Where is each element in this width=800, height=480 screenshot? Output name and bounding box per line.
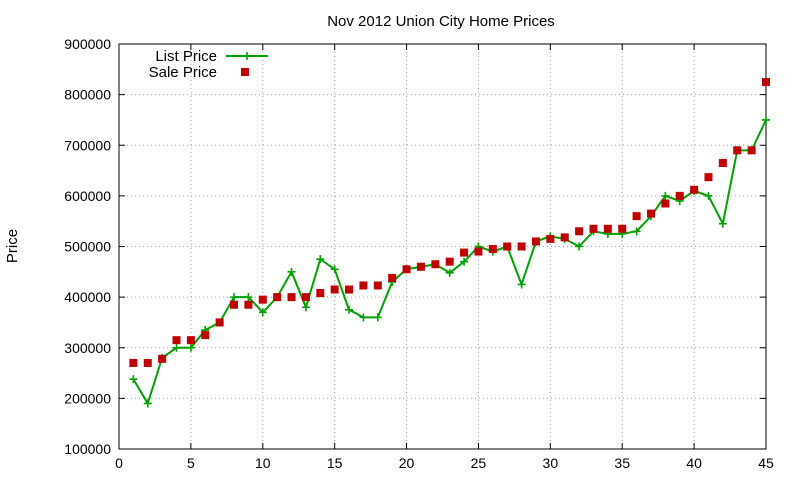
sale-price-point xyxy=(661,199,670,208)
y-tick-label: 300000 xyxy=(64,340,111,356)
list-price-point xyxy=(287,267,296,276)
y-tick-label: 200000 xyxy=(64,390,111,406)
sale-price-point xyxy=(546,234,555,243)
legend-swatch-sale-price xyxy=(241,68,249,76)
sale-price-point xyxy=(215,318,224,327)
x-tick-label: 10 xyxy=(255,455,271,471)
list-price-point xyxy=(359,313,368,322)
sale-price-point xyxy=(258,295,267,304)
legend-swatch-list-price-marker xyxy=(243,52,251,60)
list-price-point xyxy=(230,293,239,302)
list-price-point xyxy=(661,191,670,200)
y-tick-label: 800000 xyxy=(64,87,111,103)
x-tick-label: 25 xyxy=(471,455,487,471)
legend-label-sale-price: Sale Price xyxy=(149,64,217,81)
y-tick-label: 400000 xyxy=(64,289,111,305)
sale-price-point xyxy=(747,146,756,155)
list-price-point xyxy=(373,313,382,322)
x-tick-label: 0 xyxy=(115,455,123,471)
sale-price-point xyxy=(330,285,339,294)
legend-label-list-price: List Price xyxy=(155,48,217,65)
y-tick-label: 700000 xyxy=(64,137,111,153)
sale-price-point xyxy=(431,260,440,269)
list-price-point xyxy=(575,242,584,251)
list-price-point xyxy=(186,343,195,352)
sale-price-point xyxy=(675,191,684,200)
plot-area-border xyxy=(118,43,767,450)
chart-title: Nov 2012 Union City Home Prices xyxy=(327,13,555,30)
sale-price-point xyxy=(416,262,425,271)
sale-price-point xyxy=(402,265,411,274)
sale-price-point xyxy=(129,358,138,367)
y-tick-label: 900000 xyxy=(64,36,111,52)
y-tick-label: 600000 xyxy=(64,188,111,204)
sale-price-point xyxy=(172,336,181,345)
sale-price-point xyxy=(531,237,540,246)
x-tick-label: 40 xyxy=(686,455,702,471)
sale-price-point xyxy=(474,247,483,256)
sale-price-point xyxy=(460,248,469,257)
list-price-point xyxy=(762,115,770,124)
list-price-point xyxy=(460,257,469,266)
x-tick-label: 20 xyxy=(399,455,415,471)
grid xyxy=(119,44,766,449)
sale-price-point xyxy=(301,293,310,302)
sale-price-point xyxy=(560,233,569,242)
list-price-point xyxy=(244,293,253,302)
sale-price-point xyxy=(603,224,612,233)
sale-price-point xyxy=(287,293,296,302)
sale-price-point xyxy=(201,331,210,340)
x-tick-label: 15 xyxy=(327,455,343,471)
sale-price-point xyxy=(618,224,627,233)
y-axis-label: Price xyxy=(4,229,21,263)
list-price-point xyxy=(517,280,526,289)
sale-price-point xyxy=(316,289,325,298)
sale-price-point xyxy=(359,281,368,290)
sale-price-point xyxy=(503,242,512,251)
list-price-point xyxy=(445,268,454,277)
sale-price-point xyxy=(230,300,239,309)
list-price-point xyxy=(258,308,267,317)
sale-price-point xyxy=(632,212,641,221)
list-price-point xyxy=(718,219,727,228)
list-price-point xyxy=(330,265,339,274)
list-price-point xyxy=(316,255,325,264)
sale-price-point xyxy=(373,281,382,290)
sale-price-point xyxy=(244,300,253,309)
sale-price-point xyxy=(445,257,454,266)
list-price-point xyxy=(129,375,138,384)
list-price-point xyxy=(143,399,152,408)
sale-price-point xyxy=(690,185,699,194)
y-tick-label: 500000 xyxy=(64,239,111,255)
sale-price-point xyxy=(517,242,526,251)
x-tick-label: 5 xyxy=(187,455,195,471)
sale-price-point xyxy=(345,285,354,294)
x-tick-label: 35 xyxy=(614,455,630,471)
list-price-point xyxy=(632,227,641,236)
list-price-point xyxy=(301,303,310,312)
sale-price-point xyxy=(143,358,152,367)
list-price-point xyxy=(345,305,354,314)
sale-price-point xyxy=(646,209,655,218)
x-tick-label: 45 xyxy=(758,455,774,471)
sale-price-point xyxy=(704,173,713,182)
sale-price-point xyxy=(186,336,195,345)
sale-price-point xyxy=(273,293,282,302)
sale-price-point xyxy=(733,146,742,155)
sale-price-point xyxy=(718,158,727,167)
sale-price-point xyxy=(158,354,167,363)
list-price-point xyxy=(704,191,713,200)
legend: List Price Sale Price xyxy=(149,48,268,81)
sale-price-point xyxy=(488,245,497,254)
sale-price-point xyxy=(589,224,598,233)
y-tick-label: 100000 xyxy=(64,441,111,457)
x-tick-label: 30 xyxy=(543,455,559,471)
sale-price-point xyxy=(388,273,397,282)
sale-price-point xyxy=(575,227,584,236)
data-series xyxy=(129,77,770,408)
axis-ticks: 0 5 10 15 20 25 30 35 40 45 100000 200000 300000 4000… xyxy=(64,36,774,471)
list-price-point xyxy=(172,343,181,352)
sale-price-point xyxy=(762,77,770,86)
